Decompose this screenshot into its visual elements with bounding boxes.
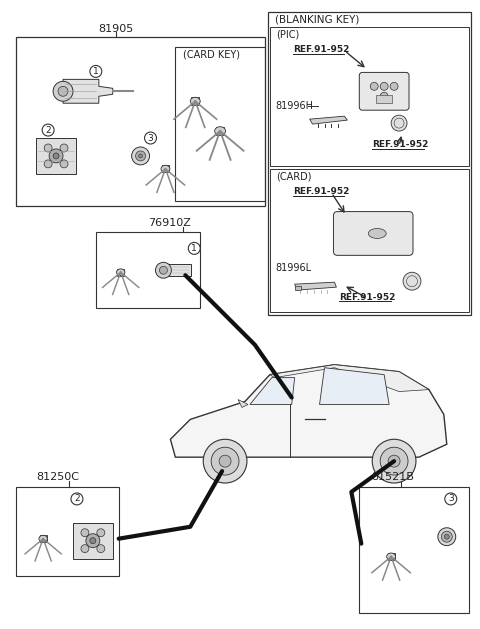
Ellipse shape xyxy=(190,97,200,105)
Text: (CARD KEY): (CARD KEY) xyxy=(183,50,240,60)
Circle shape xyxy=(372,439,416,483)
Circle shape xyxy=(81,529,89,537)
Circle shape xyxy=(203,439,247,483)
Circle shape xyxy=(49,149,63,163)
Circle shape xyxy=(403,272,421,290)
Circle shape xyxy=(445,493,457,505)
Text: (PIC): (PIC) xyxy=(276,30,299,40)
Text: 81905: 81905 xyxy=(98,24,133,34)
Polygon shape xyxy=(295,282,336,290)
Polygon shape xyxy=(238,399,248,408)
Text: 81996L: 81996L xyxy=(276,264,312,273)
Bar xyxy=(387,553,395,560)
Text: REF.91-952: REF.91-952 xyxy=(293,45,349,54)
Circle shape xyxy=(156,262,171,278)
Bar xyxy=(216,126,225,135)
Text: REF.91-952: REF.91-952 xyxy=(339,292,396,301)
Circle shape xyxy=(53,81,73,101)
Ellipse shape xyxy=(215,126,226,135)
Text: 81521B: 81521B xyxy=(371,472,414,482)
Circle shape xyxy=(388,455,400,467)
Circle shape xyxy=(380,447,408,475)
FancyBboxPatch shape xyxy=(334,211,413,255)
Text: 3: 3 xyxy=(448,494,454,503)
Polygon shape xyxy=(36,138,76,174)
Circle shape xyxy=(71,493,83,505)
Text: 1: 1 xyxy=(192,244,197,253)
Text: 2: 2 xyxy=(45,126,51,135)
Circle shape xyxy=(44,144,52,152)
Circle shape xyxy=(60,160,68,168)
Circle shape xyxy=(139,154,143,158)
Ellipse shape xyxy=(387,553,396,560)
Text: 2: 2 xyxy=(74,494,80,503)
Circle shape xyxy=(390,82,398,91)
Circle shape xyxy=(391,115,407,131)
Polygon shape xyxy=(170,365,447,457)
Bar xyxy=(162,165,169,172)
Circle shape xyxy=(136,151,145,161)
Circle shape xyxy=(144,132,156,144)
Bar xyxy=(117,269,124,276)
Circle shape xyxy=(132,147,150,165)
Circle shape xyxy=(97,529,105,537)
Bar xyxy=(192,97,199,105)
Text: 81250C: 81250C xyxy=(36,472,79,482)
Bar xyxy=(295,286,300,290)
Circle shape xyxy=(211,447,239,475)
Circle shape xyxy=(159,266,168,274)
Ellipse shape xyxy=(39,535,48,542)
Text: 76910Z: 76910Z xyxy=(148,218,192,228)
Circle shape xyxy=(370,82,378,91)
Circle shape xyxy=(438,528,456,545)
Circle shape xyxy=(441,532,452,542)
Ellipse shape xyxy=(161,165,170,172)
Text: 3: 3 xyxy=(148,133,154,143)
Circle shape xyxy=(380,82,388,91)
Circle shape xyxy=(58,86,68,96)
Polygon shape xyxy=(320,368,389,404)
Circle shape xyxy=(53,153,59,159)
Circle shape xyxy=(42,124,54,136)
Circle shape xyxy=(60,144,68,152)
Circle shape xyxy=(44,160,52,168)
Text: 1: 1 xyxy=(93,67,99,76)
Ellipse shape xyxy=(117,269,125,276)
Circle shape xyxy=(380,92,388,100)
FancyBboxPatch shape xyxy=(360,72,409,110)
Circle shape xyxy=(90,65,102,77)
Circle shape xyxy=(219,455,231,467)
Text: REF.91-952: REF.91-952 xyxy=(372,140,429,150)
Polygon shape xyxy=(63,79,113,103)
Polygon shape xyxy=(250,377,295,404)
Circle shape xyxy=(90,538,96,543)
Text: (BLANKING KEY): (BLANKING KEY) xyxy=(275,14,359,25)
Polygon shape xyxy=(73,523,113,559)
Circle shape xyxy=(444,534,449,539)
Circle shape xyxy=(86,534,100,548)
Text: 81996H: 81996H xyxy=(276,101,314,111)
Bar xyxy=(376,95,392,103)
Bar xyxy=(164,264,192,276)
Polygon shape xyxy=(310,116,348,124)
Text: (CARD): (CARD) xyxy=(276,172,312,182)
Polygon shape xyxy=(270,365,429,391)
Ellipse shape xyxy=(368,228,386,238)
Bar xyxy=(40,535,47,542)
Circle shape xyxy=(81,545,89,553)
Text: REF.91-952: REF.91-952 xyxy=(293,187,349,196)
Circle shape xyxy=(188,242,200,254)
Circle shape xyxy=(97,545,105,553)
